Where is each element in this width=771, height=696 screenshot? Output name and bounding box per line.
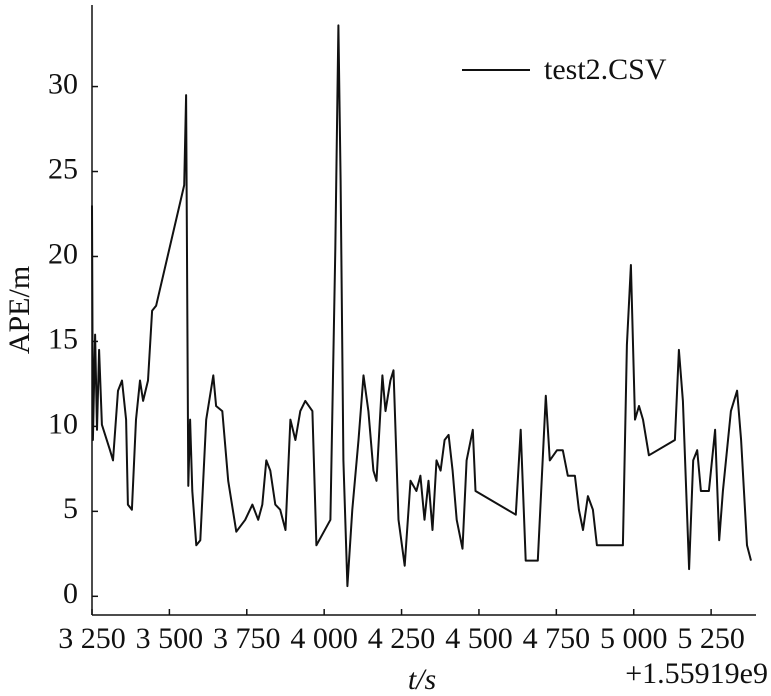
y-tick-label: 25: [48, 152, 78, 185]
y-axis-label: APE/m: [3, 266, 36, 354]
legend-label: test2.CSV: [544, 53, 667, 86]
x-tick-label: 4 500: [445, 622, 513, 655]
x-tick-label: 4 250: [368, 622, 436, 655]
x-tick-label: 3 500: [136, 622, 204, 655]
y-tick-label: 20: [48, 237, 78, 270]
y-tick-label: 30: [48, 67, 78, 100]
x-axis-label: t/s: [408, 663, 436, 696]
x-tick-label: 3 250: [58, 622, 126, 655]
data-line: [91, 24, 752, 588]
y-tick-label: 15: [48, 322, 78, 355]
y-tick-label: 10: [48, 407, 78, 440]
x-tick-label: 3 750: [213, 622, 281, 655]
x-tick-label: 4 750: [523, 622, 591, 655]
y-tick-label: 5: [63, 492, 78, 525]
x-tick-label: 5 250: [677, 622, 745, 655]
x-offset-label: +1.55919e9: [625, 657, 768, 690]
x-tick-label: 5 000: [600, 622, 668, 655]
x-tick-label: 4 000: [290, 622, 358, 655]
y-tick-label: 0: [63, 577, 78, 610]
